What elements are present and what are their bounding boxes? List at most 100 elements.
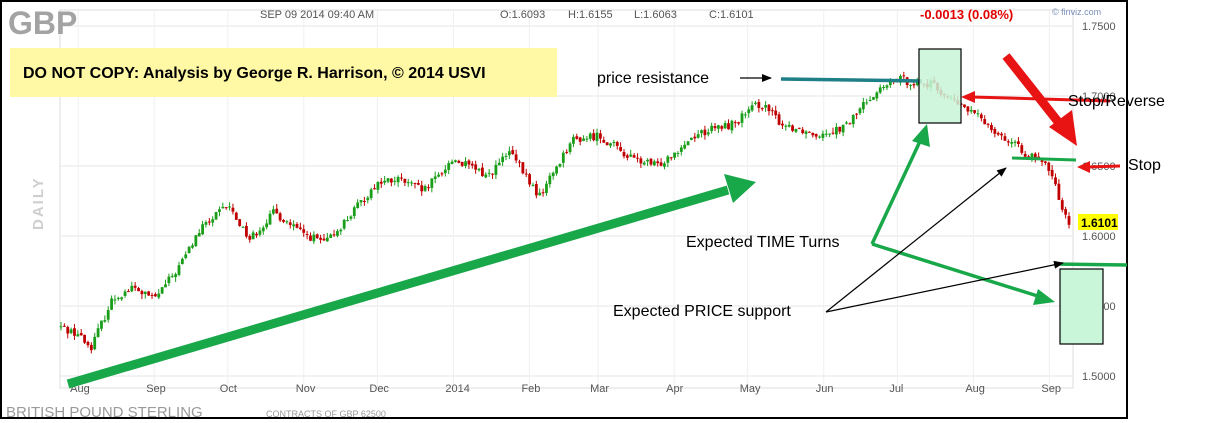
candle-body [652,161,656,166]
candle-body [137,288,140,292]
candle-body [646,159,649,162]
candle-body [743,114,747,116]
x-axis: Aug Sep Oct Nov Dec 2014 Feb Mar Apr May Jun Jul Aug… [70,383,1061,395]
candle-body [639,158,643,164]
candle-body [346,220,349,222]
candle-body [332,234,336,236]
candle-body [1000,133,1003,136]
candle-body [363,200,366,202]
candle-body [349,216,353,219]
candle-body [740,113,744,123]
candle-body [541,192,545,194]
candle-body [996,132,1000,135]
candle-body [130,285,134,292]
candle-body [902,75,906,77]
candle-body [379,181,383,184]
candle-body [184,254,188,259]
x-tick-label: Dec [369,383,389,395]
candle-body [420,185,424,192]
candle-body [561,152,565,163]
candle-body [423,186,427,191]
candle-body [521,162,525,174]
candle-body [120,297,124,300]
candle-body [663,163,666,167]
candle-body [770,110,774,112]
candle-body [558,163,562,167]
candle-body [251,232,255,240]
copyright-banner [10,48,557,97]
candle-body [288,222,292,225]
candle-body [872,97,875,100]
candle-body [791,125,794,131]
candle-body [632,155,636,158]
candle-body [73,328,76,336]
candle-body [1003,136,1007,141]
candle-body [369,189,373,199]
candle-body [100,320,103,329]
candle-body [787,124,791,127]
candle-body [737,122,741,124]
candle-body [89,344,93,351]
candle-body [750,105,754,111]
candle-body [76,334,80,337]
resistance-line [780,77,923,83]
candle-body [406,182,410,184]
candle-body [1033,153,1037,158]
high-value: H:1.6155 [568,9,613,21]
candle-body [572,136,575,144]
candle-body [389,178,393,183]
candle-body [221,206,225,209]
candle-body [582,138,585,141]
candle-body [265,223,269,228]
last-price-value: 1.6101 [1081,216,1118,230]
candle-body [93,336,97,350]
candle-body [713,126,717,129]
daily-watermark: DAILY [30,176,47,230]
candle-body [619,147,623,151]
candle-body [548,175,552,185]
candle-body [706,132,710,135]
candle-body [1013,141,1017,143]
candle-body [133,285,137,288]
candle-body [592,133,596,141]
candle-body [767,104,771,112]
candle-body [831,132,835,134]
candle-body [605,142,609,146]
instrument-name: BRITISH POUND STERLING [6,404,203,421]
grid [60,10,1073,388]
candle-body [180,258,184,265]
candle-body [848,123,852,125]
candle-body [696,134,700,138]
candle-body [774,110,778,116]
candle-body [309,235,312,241]
candle-body [433,176,437,179]
candle-body [248,236,252,240]
candle-body [504,155,508,157]
y-tick-label: 1.6000 [1082,231,1116,243]
candle-body [153,294,157,297]
candle-body [302,229,306,233]
candle-body [915,80,919,85]
candle-body [656,161,660,164]
candle-body [588,133,592,139]
candle-body [1060,200,1064,210]
candle-body [727,123,730,130]
candle-body [1044,161,1047,163]
candle-body [818,136,821,138]
candle-body [464,161,467,167]
candle-body [760,108,764,110]
candle-body [477,168,481,171]
candle-body [851,115,855,125]
candle-body [693,136,697,139]
x-tick-label: Feb [521,383,540,395]
x-tick-label: Sep [146,383,166,395]
candle-body [474,164,478,170]
candle-body [413,183,417,185]
candle-body [336,231,339,236]
candle-body [501,156,505,163]
candle-body [157,293,161,298]
candle-body [366,197,370,201]
x-tick-label: Apr [666,383,683,395]
candle-body [545,183,548,193]
